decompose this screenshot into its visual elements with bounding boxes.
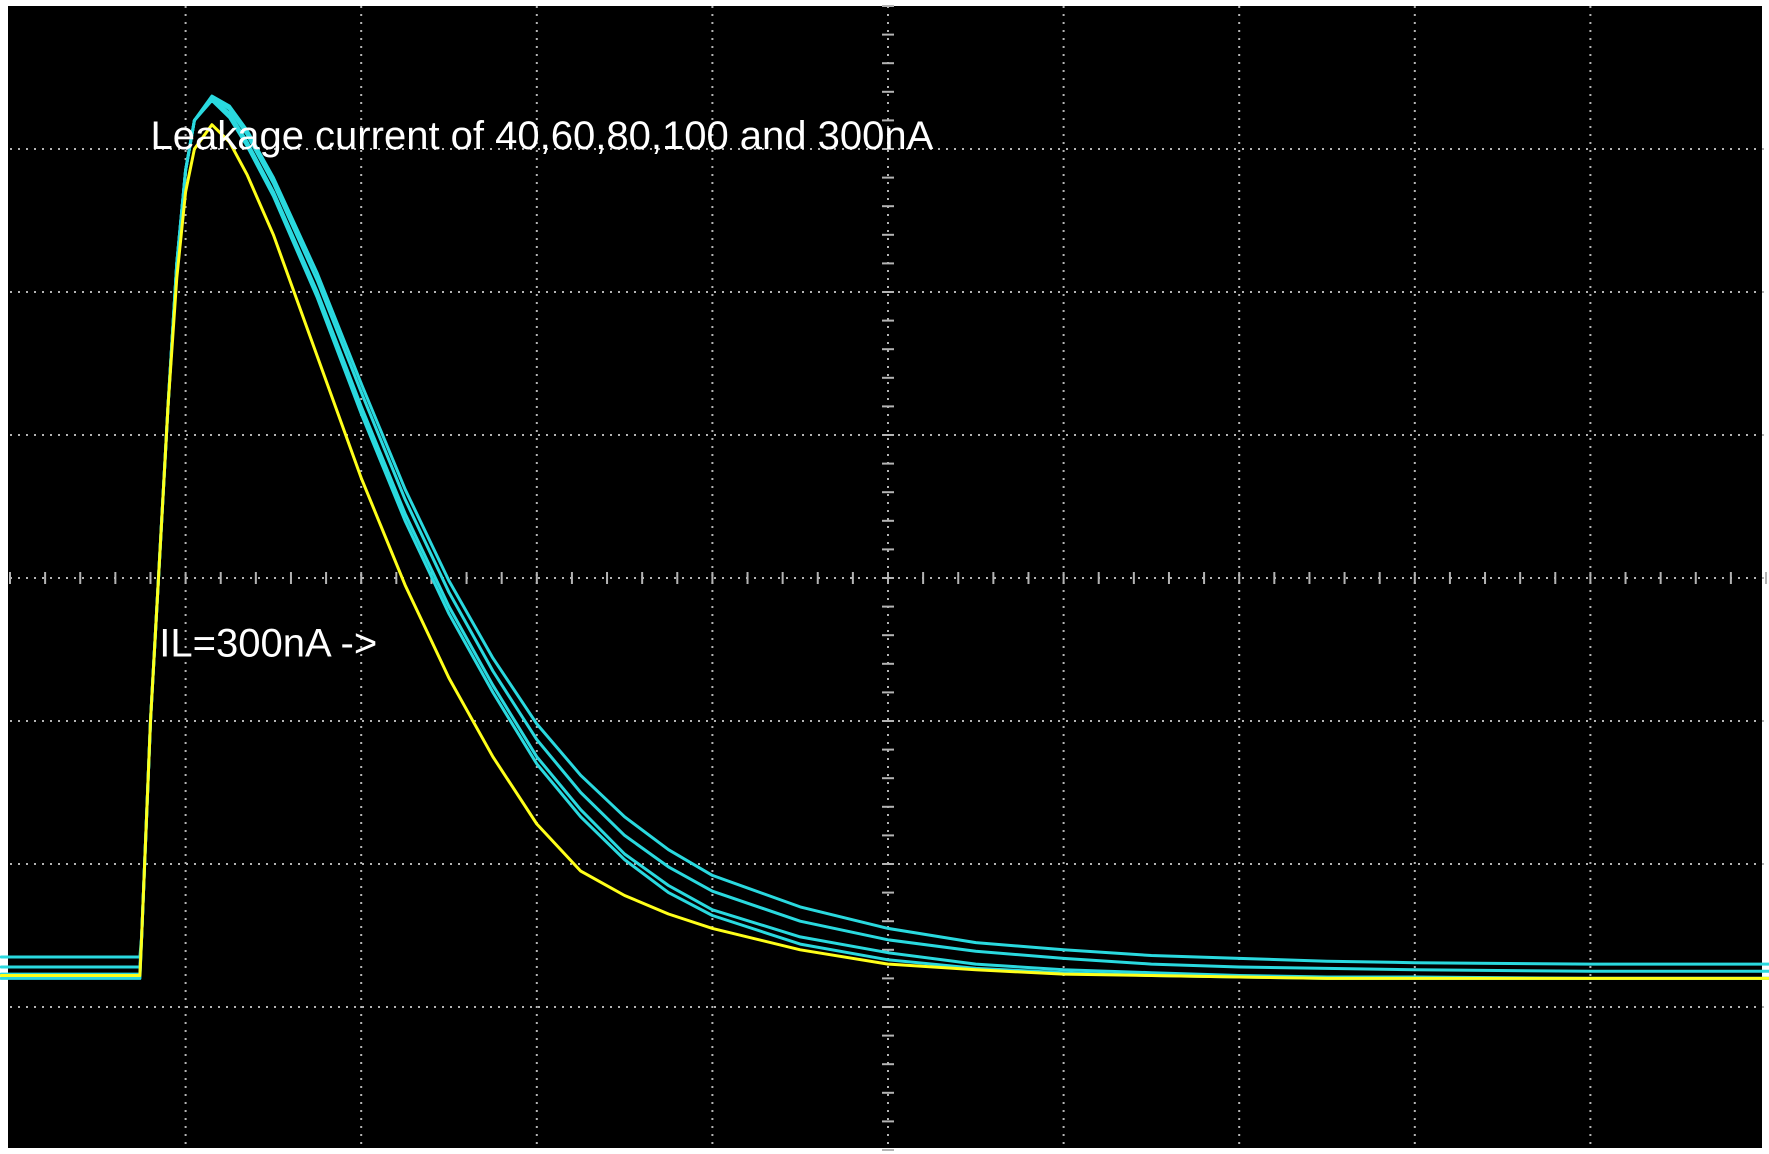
annotation-leakage-current: Leakage current of 40,60,80,100 and 300n…	[150, 114, 933, 158]
waveform-traces	[0, 94, 1769, 980]
trace-yellow-4	[0, 123, 1769, 980]
annotation-il-300na: IL=300nA ->	[159, 622, 377, 666]
